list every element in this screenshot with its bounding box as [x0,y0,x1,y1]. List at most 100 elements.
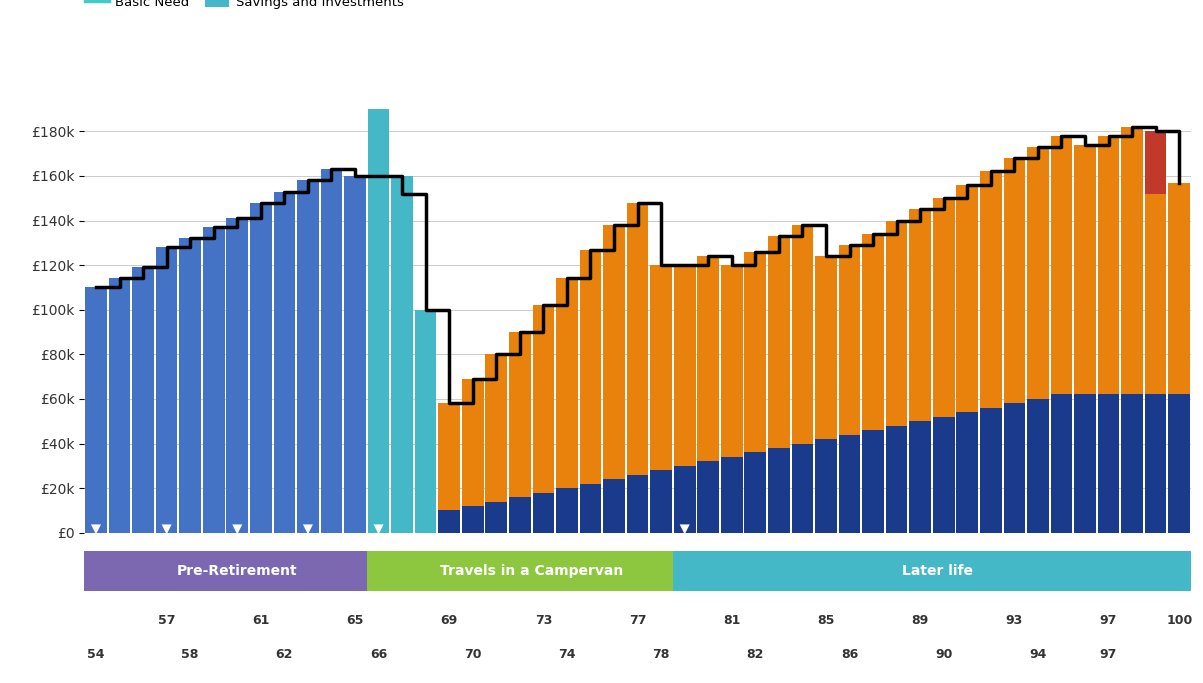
Bar [838,245,860,434]
Bar [816,439,837,533]
Text: 82: 82 [747,647,764,661]
Bar [885,426,907,533]
Text: 93: 93 [1006,613,1023,627]
Bar [1027,399,1049,533]
Bar [1003,404,1025,533]
Text: 73: 73 [534,613,552,627]
Text: 62: 62 [275,647,294,661]
Bar [863,234,884,430]
Bar [1121,395,1143,533]
Bar [321,169,343,533]
Bar [1074,395,1096,533]
Bar [509,497,531,533]
Bar [226,219,248,533]
Bar [179,238,201,533]
Bar [108,279,130,533]
Bar [603,225,624,479]
Bar [980,408,1002,533]
Text: 100: 100 [1166,613,1192,627]
Text: 81: 81 [723,613,741,627]
Bar [980,171,1002,408]
Text: 70: 70 [464,647,481,661]
Bar [672,551,1191,591]
Text: 90: 90 [935,647,953,661]
Bar [533,305,555,492]
Text: Travels in a Campervan: Travels in a Campervan [440,564,623,578]
Bar [768,448,789,533]
Text: 57: 57 [158,613,176,627]
Bar [932,198,954,417]
Bar [698,256,719,462]
Text: 78: 78 [652,647,670,661]
Bar [651,471,672,533]
Text: 97: 97 [1100,647,1118,661]
Bar [885,221,907,426]
Bar [1145,395,1167,533]
Bar [415,309,437,533]
Text: 97: 97 [1100,613,1118,627]
Bar [297,180,319,533]
Bar [1168,182,1190,395]
Bar [863,430,884,533]
Text: 94: 94 [1030,647,1047,661]
Bar [1050,136,1072,395]
Bar [932,417,954,533]
Bar [956,185,978,413]
Bar [1145,194,1167,395]
Text: 74: 74 [558,647,576,661]
Bar [556,279,577,488]
Bar [1097,136,1119,395]
Bar [674,466,695,533]
Bar [745,252,766,452]
Text: 77: 77 [629,613,646,627]
Bar [816,256,837,439]
Bar [462,379,484,506]
Bar [721,457,742,533]
Text: 65: 65 [346,613,363,627]
Bar [627,203,648,475]
Bar [1145,131,1167,194]
Text: 58: 58 [182,647,198,661]
Bar [556,488,577,533]
Bar [203,227,225,533]
Bar [367,551,685,591]
Bar [580,249,602,484]
Bar [509,332,531,497]
Bar [132,267,154,533]
Text: 66: 66 [371,647,387,661]
Bar [1027,147,1049,399]
Bar [768,236,789,448]
Text: 85: 85 [817,613,835,627]
Bar [1168,395,1190,533]
Bar [721,265,742,457]
Bar [745,452,766,533]
Text: Pre-Retirement: Pre-Retirement [177,564,297,578]
Bar [627,475,648,533]
Bar [674,265,695,466]
Bar [84,551,379,591]
Bar [956,413,978,533]
Bar [838,434,860,533]
Legend: Total Need, Basic Need, All Shortfall, Savings and Investments, Money Purchase P: Total Need, Basic Need, All Shortfall, S… [79,0,901,14]
Bar [368,109,390,533]
Bar [603,479,624,533]
Bar [486,354,508,501]
Text: 54: 54 [88,647,105,661]
Text: 69: 69 [440,613,458,627]
Bar [1097,395,1119,533]
Bar [462,506,484,533]
Bar [438,404,460,510]
Bar [580,484,602,533]
Bar [486,501,508,533]
Bar [85,288,107,533]
Bar [1003,158,1025,404]
Text: Later life: Later life [902,564,973,578]
Bar [156,247,178,533]
Bar [273,191,295,533]
Text: 61: 61 [253,613,269,627]
Bar [438,510,460,533]
Text: 86: 86 [841,647,858,661]
Text: 89: 89 [912,613,929,627]
Bar [344,176,366,533]
Bar [792,443,813,533]
